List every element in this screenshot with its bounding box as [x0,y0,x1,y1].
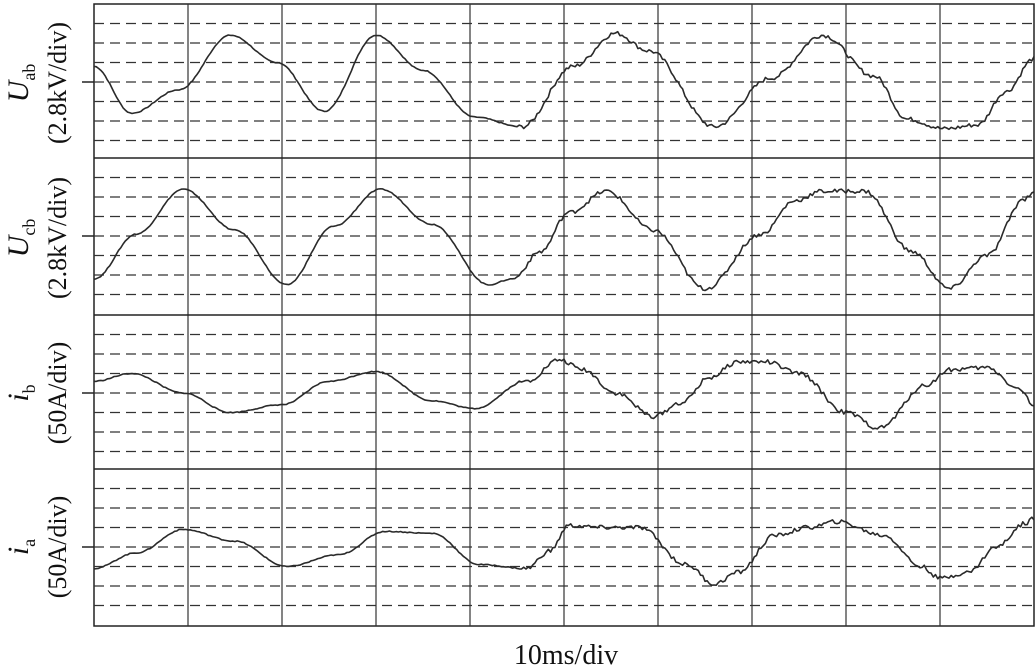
channel-subscript: ab [19,64,39,81]
trace-ucb [93,188,1035,292]
traces [93,30,1035,587]
channel-symbol: U [2,78,35,102]
channel-unit: (2.8kV/div) [43,22,72,144]
grid [82,3,1035,627]
channel-unit: (50A/div) [43,496,72,599]
channel-symbol: i [2,547,35,555]
trace-uab [93,30,1035,131]
trace-ib [93,358,1035,430]
svg-text:ib: ib [2,384,39,401]
channel-subscript: b [19,384,39,393]
svg-text:Ucb: Ucb [2,219,39,258]
channel-label-uab: Uab (2.8kV/div) [2,22,72,144]
channel-unit: (50A/div) [43,342,72,445]
channel-label-ucb: Ucb (2.8kV/div) [2,177,72,299]
channel-subscript: cb [19,219,39,236]
svg-text:Uab: Uab [2,64,39,103]
channel-symbol: U [2,233,35,257]
channel-label-ib: ib (50A/div) [2,342,72,445]
svg-text:ia: ia [2,539,39,555]
channel-label-ia: ia (50A/div) [2,496,72,599]
channel-symbol: i [2,393,35,401]
channel-subscript: a [19,539,39,547]
channel-unit: (2.8kV/div) [43,177,72,299]
trace-ia [93,516,1035,587]
x-axis-label: 10ms/div [514,640,618,671]
